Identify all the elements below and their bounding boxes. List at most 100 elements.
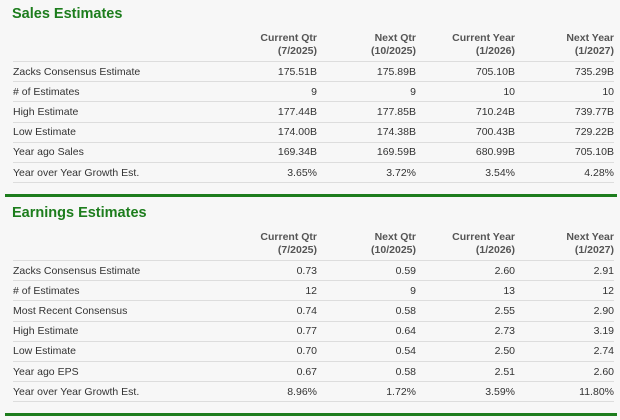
cell-value: 3.19 xyxy=(515,321,614,342)
column-header: Current Year (1/2026) xyxy=(416,231,515,261)
table-row: # of Estimates 9 9 10 10 xyxy=(13,81,614,103)
cell-value: 1.72% xyxy=(317,381,416,403)
column-header: Next Year (1/2027) xyxy=(515,32,614,62)
column-period: (7/2025) xyxy=(277,45,317,57)
cell-value: 3.54% xyxy=(416,162,515,184)
table-row: High Estimate 177.44B 177.85B 710.24B 739.77… xyxy=(13,101,614,123)
cell-value: 3.59% xyxy=(416,381,515,403)
row-label: Year ago Sales xyxy=(13,142,218,163)
cell-value: 729.22B xyxy=(515,122,614,143)
cell-value: 9 xyxy=(218,81,317,103)
cell-value: 0.67 xyxy=(218,361,317,383)
cell-value: 0.74 xyxy=(218,300,317,322)
column-header: Next Qtr (10/2025) xyxy=(317,32,416,62)
table-row: Year over Year Growth Est. 3.65% 3.72% 3.54… xyxy=(13,162,614,184)
cell-value: 3.65% xyxy=(218,162,317,184)
row-label: Year over Year Growth Est. xyxy=(13,381,218,403)
cell-value: 169.34B xyxy=(218,142,317,163)
cell-value: 9 xyxy=(317,81,416,103)
cell-value: 10 xyxy=(416,81,515,103)
cell-value: 0.58 xyxy=(317,300,416,322)
header-blank xyxy=(13,231,218,261)
cell-value: 710.24B xyxy=(416,101,515,123)
table-row: Zacks Consensus Estimate 175.51B 175.89B 70… xyxy=(13,61,614,83)
cell-value: 0.64 xyxy=(317,321,416,342)
row-label: Zacks Consensus Estimate xyxy=(13,260,218,282)
sales-estimates-table: Current Qtr (7/2025) Next Qtr (10/2025) Curr… xyxy=(13,32,614,184)
cell-value: 0.70 xyxy=(218,341,317,362)
row-label: # of Estimates xyxy=(13,280,218,302)
row-label: # of Estimates xyxy=(13,81,218,103)
cell-value: 177.44B xyxy=(218,101,317,123)
column-label: Current Year xyxy=(452,32,515,44)
row-label: High Estimate xyxy=(13,321,218,342)
column-label: Next Year xyxy=(566,32,614,44)
cell-value: 169.59B xyxy=(317,142,416,163)
cell-value: 0.73 xyxy=(218,260,317,282)
row-label: High Estimate xyxy=(13,101,218,123)
column-header: Next Qtr (10/2025) xyxy=(317,231,416,261)
header-row: Current Qtr (7/2025) Next Qtr (10/2025) Curr… xyxy=(13,32,614,62)
table-row: Low Estimate 0.70 0.54 2.50 2.74 xyxy=(13,341,614,362)
row-label: Most Recent Consensus xyxy=(13,300,218,322)
row-label: Year over Year Growth Est. xyxy=(13,162,218,184)
table-row: Zacks Consensus Estimate 0.73 0.59 2.60 2.91 xyxy=(13,260,614,282)
cell-value: 2.60 xyxy=(515,361,614,383)
cell-value: 175.89B xyxy=(317,61,416,83)
cell-value: 705.10B xyxy=(515,142,614,163)
cell-value: 2.74 xyxy=(515,341,614,362)
cell-value: 0.58 xyxy=(317,361,416,383)
table-row: Low Estimate 174.00B 174.38B 700.43B 729.22B xyxy=(13,122,614,143)
column-header: Current Qtr (7/2025) xyxy=(218,231,317,261)
section-divider xyxy=(5,413,617,416)
row-label: Low Estimate xyxy=(13,341,218,362)
cell-value: 174.38B xyxy=(317,122,416,143)
cell-value: 12 xyxy=(515,280,614,302)
column-period: (1/2026) xyxy=(475,45,515,57)
cell-value: 2.60 xyxy=(416,260,515,282)
cell-value: 739.77B xyxy=(515,101,614,123)
cell-value: 0.54 xyxy=(317,341,416,362)
column-label: Next Qtr xyxy=(374,231,416,243)
cell-value: 11.80% xyxy=(515,381,614,403)
column-label: Current Qtr xyxy=(260,32,317,44)
table-row: High Estimate 0.77 0.64 2.73 3.19 xyxy=(13,321,614,342)
row-label: Year ago EPS xyxy=(13,361,218,383)
cell-value: 9 xyxy=(317,280,416,302)
cell-value: 2.73 xyxy=(416,321,515,342)
earnings-estimates-table: Current Qtr (7/2025) Next Qtr (10/2025) Curr… xyxy=(13,231,614,403)
column-period: (10/2025) xyxy=(371,244,416,256)
cell-value: 10 xyxy=(515,81,614,103)
cell-value: 2.90 xyxy=(515,300,614,322)
table-row: Year ago EPS 0.67 0.58 2.51 2.60 xyxy=(13,361,614,383)
cell-value: 2.50 xyxy=(416,341,515,362)
column-period: (1/2027) xyxy=(574,45,614,57)
column-label: Next Year xyxy=(566,231,614,243)
cell-value: 175.51B xyxy=(218,61,317,83)
table-row: Year ago Sales 169.34B 169.59B 680.99B 705.1… xyxy=(13,142,614,163)
column-period: (1/2027) xyxy=(574,244,614,256)
cell-value: 705.10B xyxy=(416,61,515,83)
section-title: Sales Estimates xyxy=(12,6,123,22)
cell-value: 8.96% xyxy=(218,381,317,403)
table-row: # of Estimates 12 9 13 12 xyxy=(13,280,614,302)
row-label: Low Estimate xyxy=(13,122,218,143)
cell-value: 177.85B xyxy=(317,101,416,123)
header-row: Current Qtr (7/2025) Next Qtr (10/2025) Curr… xyxy=(13,231,614,261)
cell-value: 735.29B xyxy=(515,61,614,83)
column-period: (1/2026) xyxy=(475,244,515,256)
table-row: Year over Year Growth Est. 8.96% 1.72% 3.59… xyxy=(13,381,614,403)
cell-value: 3.72% xyxy=(317,162,416,184)
column-header: Current Year (1/2026) xyxy=(416,32,515,62)
column-label: Current Year xyxy=(452,231,515,243)
cell-value: 13 xyxy=(416,280,515,302)
cell-value: 0.77 xyxy=(218,321,317,342)
cell-value: 2.91 xyxy=(515,260,614,282)
column-header: Current Qtr (7/2025) xyxy=(218,32,317,62)
column-period: (10/2025) xyxy=(371,45,416,57)
cell-value: 2.51 xyxy=(416,361,515,383)
cell-value: 174.00B xyxy=(218,122,317,143)
column-label: Next Qtr xyxy=(374,32,416,44)
row-label: Zacks Consensus Estimate xyxy=(13,61,218,83)
cell-value: 12 xyxy=(218,280,317,302)
